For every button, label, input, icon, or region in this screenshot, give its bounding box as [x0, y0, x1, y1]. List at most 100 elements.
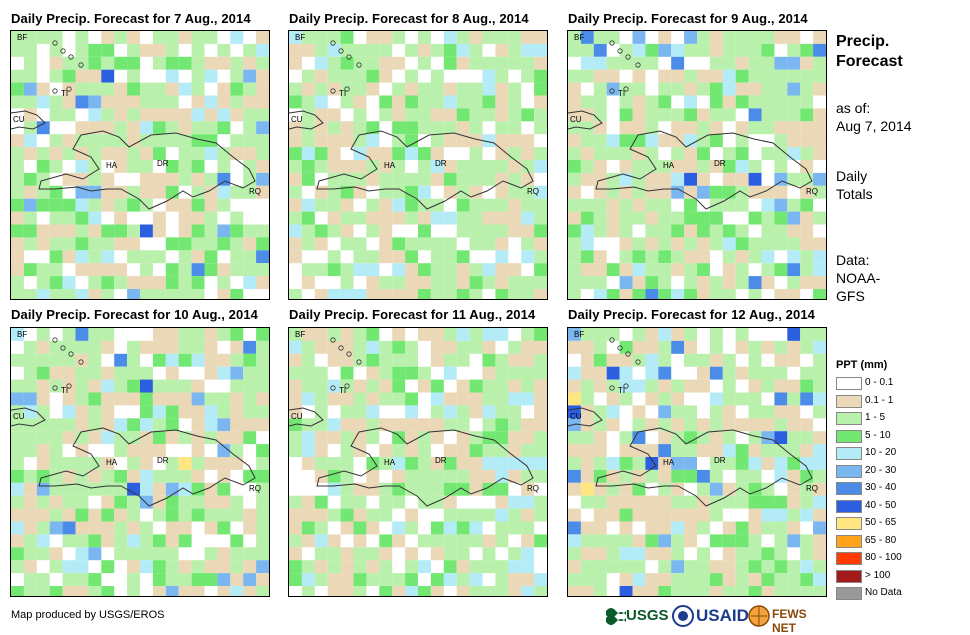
precip-cell [379, 276, 393, 289]
precip-cell [165, 379, 179, 393]
precip-cell [366, 405, 380, 419]
precip-cell [671, 521, 685, 535]
precip-cell [580, 405, 594, 419]
precip-cell [469, 469, 483, 483]
legend-swatch [836, 587, 862, 600]
precip-cell [482, 160, 496, 173]
precip-cell [534, 69, 547, 83]
precip-cell [774, 147, 788, 160]
precip-cell [568, 43, 581, 57]
precip-cell [568, 31, 581, 44]
precip-cell [697, 108, 710, 122]
precip-cell [482, 211, 496, 225]
precip-cell [534, 276, 547, 289]
precip-cell [632, 340, 646, 354]
precip-cell [379, 482, 393, 496]
precip-cell [256, 560, 269, 574]
precip-cell [813, 134, 826, 148]
precip-cell [482, 534, 496, 548]
precip-cell [774, 82, 788, 96]
precip-cell [645, 276, 659, 289]
precip-cell [243, 508, 257, 522]
precip-cell [800, 495, 814, 509]
precip-cell [301, 69, 315, 83]
precip-cell [495, 482, 509, 496]
precip-cell [534, 198, 547, 212]
precip-cell [568, 211, 581, 225]
precip-cell [114, 366, 128, 380]
precip-cell [256, 237, 269, 251]
precip-cell [49, 69, 63, 83]
precip-cell [379, 444, 393, 457]
precip-cell [606, 560, 620, 574]
precip-cell [243, 263, 257, 277]
precip-cell [469, 457, 483, 470]
precip-cell [430, 353, 444, 367]
precip-cell [230, 534, 244, 548]
precip-cell [684, 43, 697, 57]
precip-cell [178, 108, 192, 122]
precip-cell [165, 366, 179, 380]
precip-cell [787, 276, 801, 289]
precip-cell [632, 328, 646, 341]
precip-cell [619, 211, 633, 225]
precip-cell [813, 444, 826, 457]
precip-cell [521, 418, 535, 432]
precip-cell [140, 289, 153, 299]
precip-cell [580, 160, 594, 173]
precip-grid [289, 31, 547, 299]
precip-cell [301, 160, 315, 173]
precip-cell [606, 418, 620, 432]
precip-cell [748, 431, 762, 445]
precip-cell [658, 224, 672, 238]
precip-cell [735, 521, 749, 535]
precip-cell [645, 224, 659, 238]
precip-cell [49, 586, 63, 596]
precip-cell [243, 121, 257, 135]
precip-cell [165, 31, 179, 44]
precip-cell [761, 121, 775, 135]
precip-cell [405, 147, 418, 160]
precip-cell [521, 250, 535, 264]
precip-cell [709, 134, 723, 148]
precip-cell [101, 108, 115, 122]
precip-cell [165, 160, 179, 173]
map-label-ha: HA [106, 458, 118, 467]
precip-cell [178, 431, 192, 445]
precip-cell [152, 392, 166, 406]
precip-cell [632, 211, 646, 225]
precip-cell [49, 482, 63, 496]
precip-cell [697, 521, 710, 535]
precip-cell [671, 43, 685, 57]
precip-cell [127, 586, 140, 596]
precip-cell [580, 340, 594, 354]
precip-cell [568, 276, 581, 289]
precip-cell [697, 134, 710, 148]
precip-cell [684, 147, 697, 160]
precip-cell [697, 172, 710, 186]
precip-cell [289, 250, 302, 264]
precip-cell [127, 56, 140, 70]
precip-cell [787, 43, 801, 57]
precip-cell [671, 147, 685, 160]
precip-cell [230, 237, 244, 251]
precip-cell [774, 340, 788, 354]
precip-cell [735, 276, 749, 289]
legend-swatch [836, 429, 862, 443]
precip-cell [289, 82, 302, 96]
precip-cell [340, 56, 354, 70]
precip-cell [580, 573, 594, 586]
precip-cell [593, 56, 607, 70]
precip-cell [36, 289, 50, 299]
precip-cell [568, 444, 581, 457]
precip-cell [353, 237, 367, 251]
precip-cell [405, 289, 418, 299]
small-island-outline [344, 86, 350, 92]
precip-cell [165, 573, 179, 586]
precip-cell [580, 134, 594, 148]
precip-cell [469, 521, 483, 535]
precip-cell [230, 108, 244, 122]
precip-cell [152, 289, 166, 299]
precip-cell [217, 289, 231, 299]
precip-cell [405, 185, 418, 199]
